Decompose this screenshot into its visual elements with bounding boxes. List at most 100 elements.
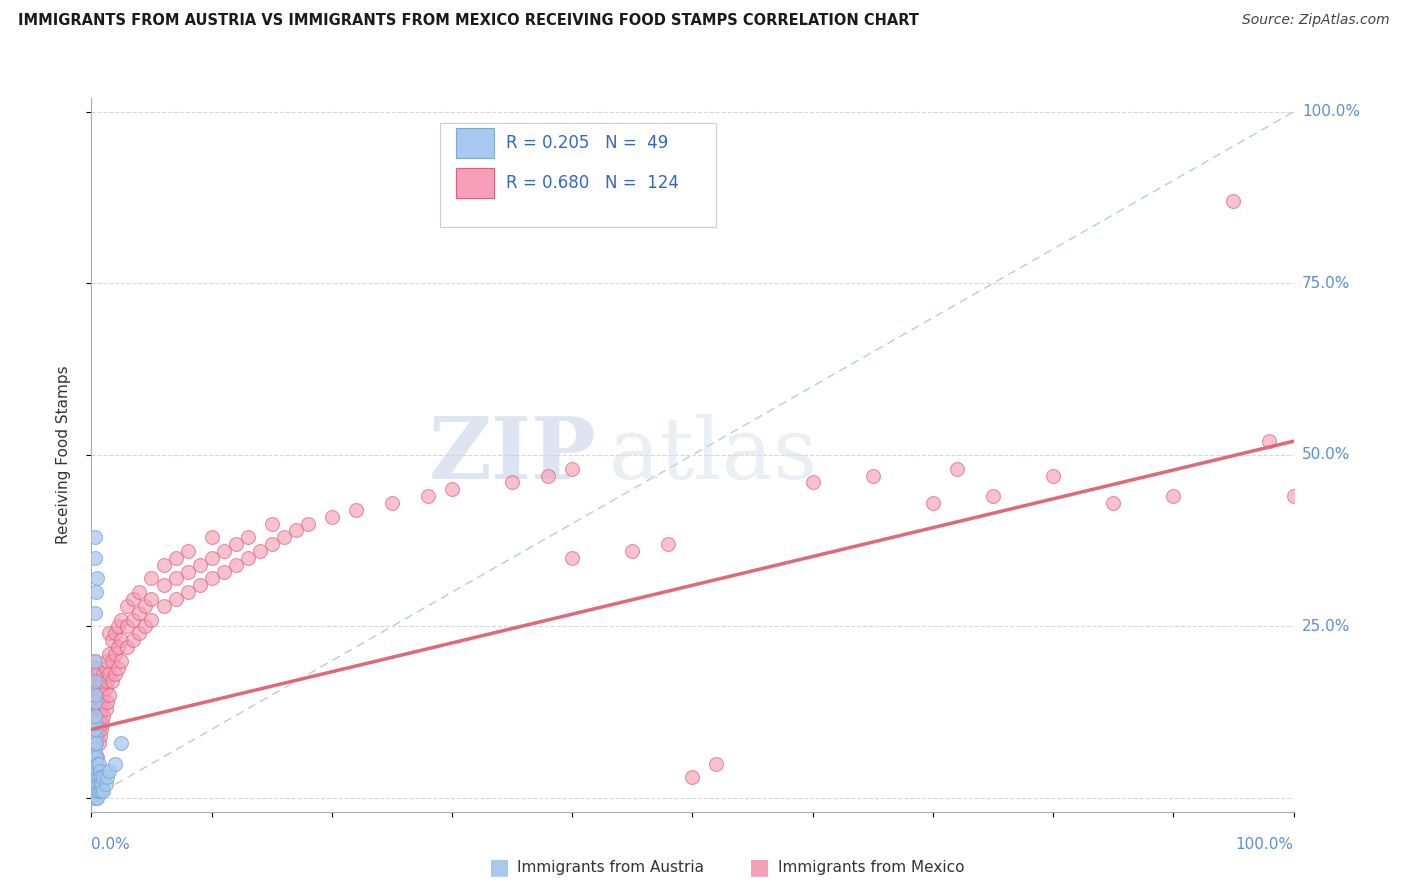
Point [801, 475, 824, 490]
Point [117, 619, 139, 633]
Point [87, 756, 110, 771]
Point [981, 489, 1004, 503]
Point [165, 571, 187, 585]
Point [84, 736, 107, 750]
Point [87, 688, 110, 702]
Point [91, 777, 114, 791]
Point [84, 674, 107, 689]
Point [84, 729, 107, 743]
Point [96, 771, 118, 785]
Point [273, 530, 295, 544]
Point [104, 667, 127, 681]
Point [122, 613, 145, 627]
Point [176, 585, 198, 599]
Point [176, 544, 198, 558]
Text: ZIP: ZIP [429, 413, 596, 497]
Point [98, 647, 121, 661]
Point [84, 743, 107, 757]
Point [91, 674, 114, 689]
Point [681, 771, 703, 785]
Point [84, 660, 107, 674]
Point [86, 756, 108, 771]
Point [1222, 194, 1244, 208]
Point [90, 702, 112, 716]
Point [657, 537, 679, 551]
Point [236, 550, 259, 565]
Point [537, 468, 560, 483]
Point [94, 681, 117, 696]
Text: Immigrants from Austria: Immigrants from Austria [517, 860, 704, 874]
Point [84, 777, 107, 791]
Point [141, 592, 163, 607]
Point [98, 626, 121, 640]
Point [706, 756, 728, 771]
Point [165, 550, 187, 565]
Point [91, 715, 114, 730]
Point [86, 791, 108, 805]
Point [89, 688, 111, 702]
Point [86, 771, 108, 785]
Point [101, 674, 124, 689]
Text: ■: ■ [489, 857, 509, 877]
Point [84, 660, 107, 674]
Point [122, 633, 145, 648]
Point [98, 667, 121, 681]
Point [84, 756, 107, 771]
Point [87, 771, 110, 785]
Point [110, 613, 132, 627]
Point [84, 756, 107, 771]
Point [84, 674, 107, 689]
Point [84, 585, 107, 599]
Point [93, 708, 115, 723]
Point [284, 524, 307, 538]
Point [86, 681, 108, 696]
Point [260, 516, 283, 531]
Point [86, 708, 108, 723]
Point [86, 784, 108, 798]
Text: 100.0%: 100.0% [1236, 837, 1294, 852]
Text: R = 0.205   N =  49: R = 0.205 N = 49 [506, 134, 668, 152]
Point [98, 688, 121, 702]
Point [84, 723, 107, 737]
Point [344, 503, 367, 517]
Point [165, 592, 187, 607]
Point [84, 764, 107, 778]
Point [101, 633, 124, 648]
Point [107, 619, 129, 633]
Point [90, 681, 112, 696]
Point [1258, 434, 1281, 449]
Point [104, 756, 127, 771]
Text: IMMIGRANTS FROM AUSTRIA VS IMMIGRANTS FROM MEXICO RECEIVING FOOD STAMPS CORRELAT: IMMIGRANTS FROM AUSTRIA VS IMMIGRANTS FR… [18, 13, 920, 29]
Point [212, 565, 235, 579]
Point [84, 771, 107, 785]
Point [84, 736, 107, 750]
Point [86, 729, 108, 743]
Point [134, 599, 156, 613]
Point [87, 723, 110, 737]
Point [84, 777, 107, 791]
Point [1161, 489, 1184, 503]
Point [1042, 468, 1064, 483]
Point [84, 791, 107, 805]
Point [84, 708, 107, 723]
Point [84, 606, 107, 620]
Point [128, 626, 150, 640]
Point [188, 558, 211, 572]
Point [98, 764, 121, 778]
Point [84, 715, 107, 730]
Point [152, 558, 174, 572]
FancyBboxPatch shape [456, 168, 494, 198]
Point [84, 695, 107, 709]
Point [93, 771, 115, 785]
Point [86, 571, 108, 585]
Point [152, 599, 174, 613]
Point [84, 749, 107, 764]
Point [249, 544, 271, 558]
Point [86, 777, 108, 791]
Text: 25.0%: 25.0% [1302, 619, 1350, 634]
Point [110, 736, 132, 750]
Point [141, 571, 163, 585]
Text: 50.0%: 50.0% [1302, 448, 1350, 462]
Text: 75.0%: 75.0% [1302, 276, 1350, 291]
Text: R = 0.680   N =  124: R = 0.680 N = 124 [506, 174, 679, 192]
